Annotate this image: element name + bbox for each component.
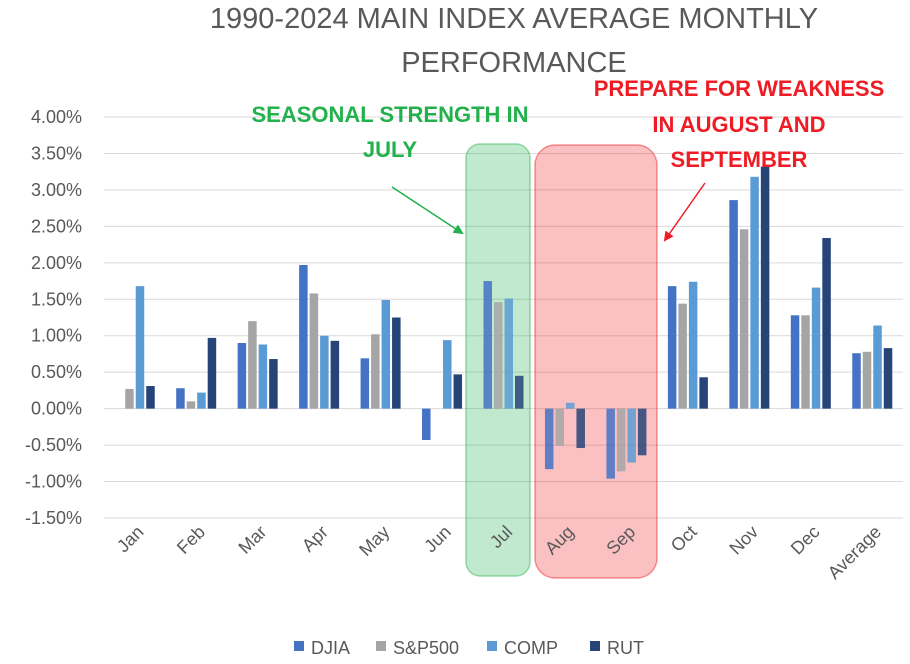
bar-comp-nov bbox=[750, 176, 759, 409]
bar-sp500-jul bbox=[494, 302, 503, 409]
bar-djia-average bbox=[852, 353, 861, 409]
bar-comp-jun bbox=[443, 340, 452, 409]
bar-rut-feb bbox=[207, 337, 217, 409]
bar-rut-average bbox=[883, 348, 893, 409]
bar-rut-jun bbox=[453, 374, 463, 409]
legend: DJIA S&P500 COMP RUT bbox=[294, 638, 644, 658]
bar-djia-mar bbox=[237, 343, 247, 409]
red-annotation-line-1: PREPARE FOR WEAKNESS bbox=[594, 76, 885, 101]
x-tick-label-jan: Jan bbox=[113, 522, 148, 557]
bar-rut-aug bbox=[576, 408, 585, 449]
bar-rut-dec bbox=[822, 238, 831, 409]
green-arrow bbox=[391, 186, 464, 235]
y-tick-label: -1.00% bbox=[25, 472, 82, 492]
x-tick-label-feb: Feb bbox=[173, 522, 209, 558]
green-annotation-line-2: JULY bbox=[363, 137, 418, 162]
bar-rut-jan bbox=[146, 386, 155, 409]
bar-comp-jan bbox=[135, 286, 145, 409]
bar-comp-jul bbox=[504, 298, 513, 409]
bar-comp-oct bbox=[688, 281, 698, 409]
bar-comp-aug bbox=[565, 402, 575, 409]
bar-sp500-average bbox=[862, 351, 872, 409]
y-tick-label: 0.00% bbox=[31, 399, 82, 419]
bar-sp500-mar bbox=[248, 321, 257, 409]
y-tick-label: 4.00% bbox=[31, 107, 82, 127]
bar-djia-aug bbox=[544, 408, 554, 470]
aug-sep-highlight-box bbox=[534, 144, 658, 579]
x-tick-label-dec: Dec bbox=[787, 522, 824, 559]
bar-rut-oct bbox=[699, 377, 708, 409]
bar-comp-apr bbox=[320, 335, 329, 409]
bar-comp-dec bbox=[811, 287, 821, 409]
y-tick-label: 2.50% bbox=[31, 216, 82, 236]
bar-sp500-oct bbox=[678, 303, 687, 409]
bar-sp500-feb bbox=[186, 401, 196, 409]
y-tick-label: -1.50% bbox=[25, 508, 82, 528]
bar-djia-nov bbox=[729, 200, 738, 409]
bar-rut-mar bbox=[269, 359, 278, 409]
gridlines bbox=[104, 116, 903, 519]
bar-comp-mar bbox=[258, 344, 268, 409]
bar-sp500-sep bbox=[616, 408, 626, 472]
chart-title-line-1: 1990-2024 MAIN INDEX AVERAGE MONTHLY bbox=[210, 3, 818, 35]
legend-label: S&P500 bbox=[393, 638, 459, 658]
y-tick-label: 3.00% bbox=[31, 180, 82, 200]
green-annotation-line-1: SEASONAL STRENGTH IN bbox=[251, 102, 528, 127]
x-tick-label-average: Average bbox=[824, 522, 885, 583]
y-tick-label: 2.00% bbox=[31, 253, 82, 273]
legend-label: DJIA bbox=[311, 638, 350, 658]
bar-comp-average bbox=[873, 325, 882, 409]
bar-comp-may bbox=[381, 300, 391, 409]
bar-sp500-aug bbox=[555, 408, 564, 446]
y-tick-label: -0.50% bbox=[25, 435, 82, 455]
red-annotation-line-2: IN AUGUST AND bbox=[652, 112, 825, 137]
x-tick-label-jun: Jun bbox=[420, 522, 455, 557]
bar-djia-dec bbox=[790, 315, 800, 409]
bar-rut-may bbox=[392, 317, 401, 409]
bar-rut-nov bbox=[760, 166, 770, 409]
bar-sp500-nov bbox=[739, 229, 749, 409]
y-tick-label: 3.50% bbox=[31, 143, 82, 163]
y-tick-label: 0.50% bbox=[31, 362, 82, 382]
x-tick-label-may: May bbox=[355, 522, 393, 560]
bar-djia-apr bbox=[299, 265, 308, 409]
bar-djia-oct bbox=[667, 286, 677, 409]
y-tick-label: 1.50% bbox=[31, 289, 82, 309]
bar-sp500-apr bbox=[309, 293, 319, 409]
bar-djia-sep bbox=[606, 408, 615, 479]
bar-rut-sep bbox=[637, 408, 647, 456]
legend-label: COMP bbox=[504, 638, 558, 658]
legend-swatch-comp bbox=[487, 641, 497, 651]
x-tick-label-apr: Apr bbox=[298, 522, 332, 556]
y-tick-label: 1.00% bbox=[31, 326, 82, 346]
x-tick-label-mar: Mar bbox=[234, 522, 270, 558]
y-axis-ticks: 4.00% 3.50% 3.00% 2.50% 2.00% 1.50% 1.00% 0.50%… bbox=[25, 107, 82, 528]
bar-rut-jul bbox=[515, 375, 524, 409]
bar-sp500-dec bbox=[801, 315, 810, 409]
x-tick-label-oct: Oct bbox=[667, 522, 701, 556]
red-arrow bbox=[663, 182, 706, 242]
legend-label: RUT bbox=[607, 638, 644, 658]
bar-djia-jun bbox=[422, 408, 431, 440]
chart-title-line-2: PERFORMANCE bbox=[401, 47, 627, 79]
bar-comp-sep bbox=[627, 408, 636, 463]
bar-djia-feb bbox=[176, 388, 185, 409]
bar-sp500-may bbox=[371, 334, 380, 409]
legend-swatch-djia bbox=[294, 641, 304, 651]
red-annotation-line-3: SEPTEMBER bbox=[671, 147, 808, 172]
x-tick-label-nov: Nov bbox=[725, 522, 762, 559]
bar-djia-jul bbox=[483, 281, 492, 409]
legend-swatch-sp500 bbox=[376, 641, 386, 651]
bar-djia-may bbox=[360, 358, 370, 409]
bar-sp500-jan bbox=[125, 388, 134, 409]
legend-swatch-rut bbox=[590, 641, 600, 651]
bar-rut-apr bbox=[330, 340, 340, 409]
bar-comp-feb bbox=[197, 392, 206, 409]
bars bbox=[125, 166, 893, 479]
